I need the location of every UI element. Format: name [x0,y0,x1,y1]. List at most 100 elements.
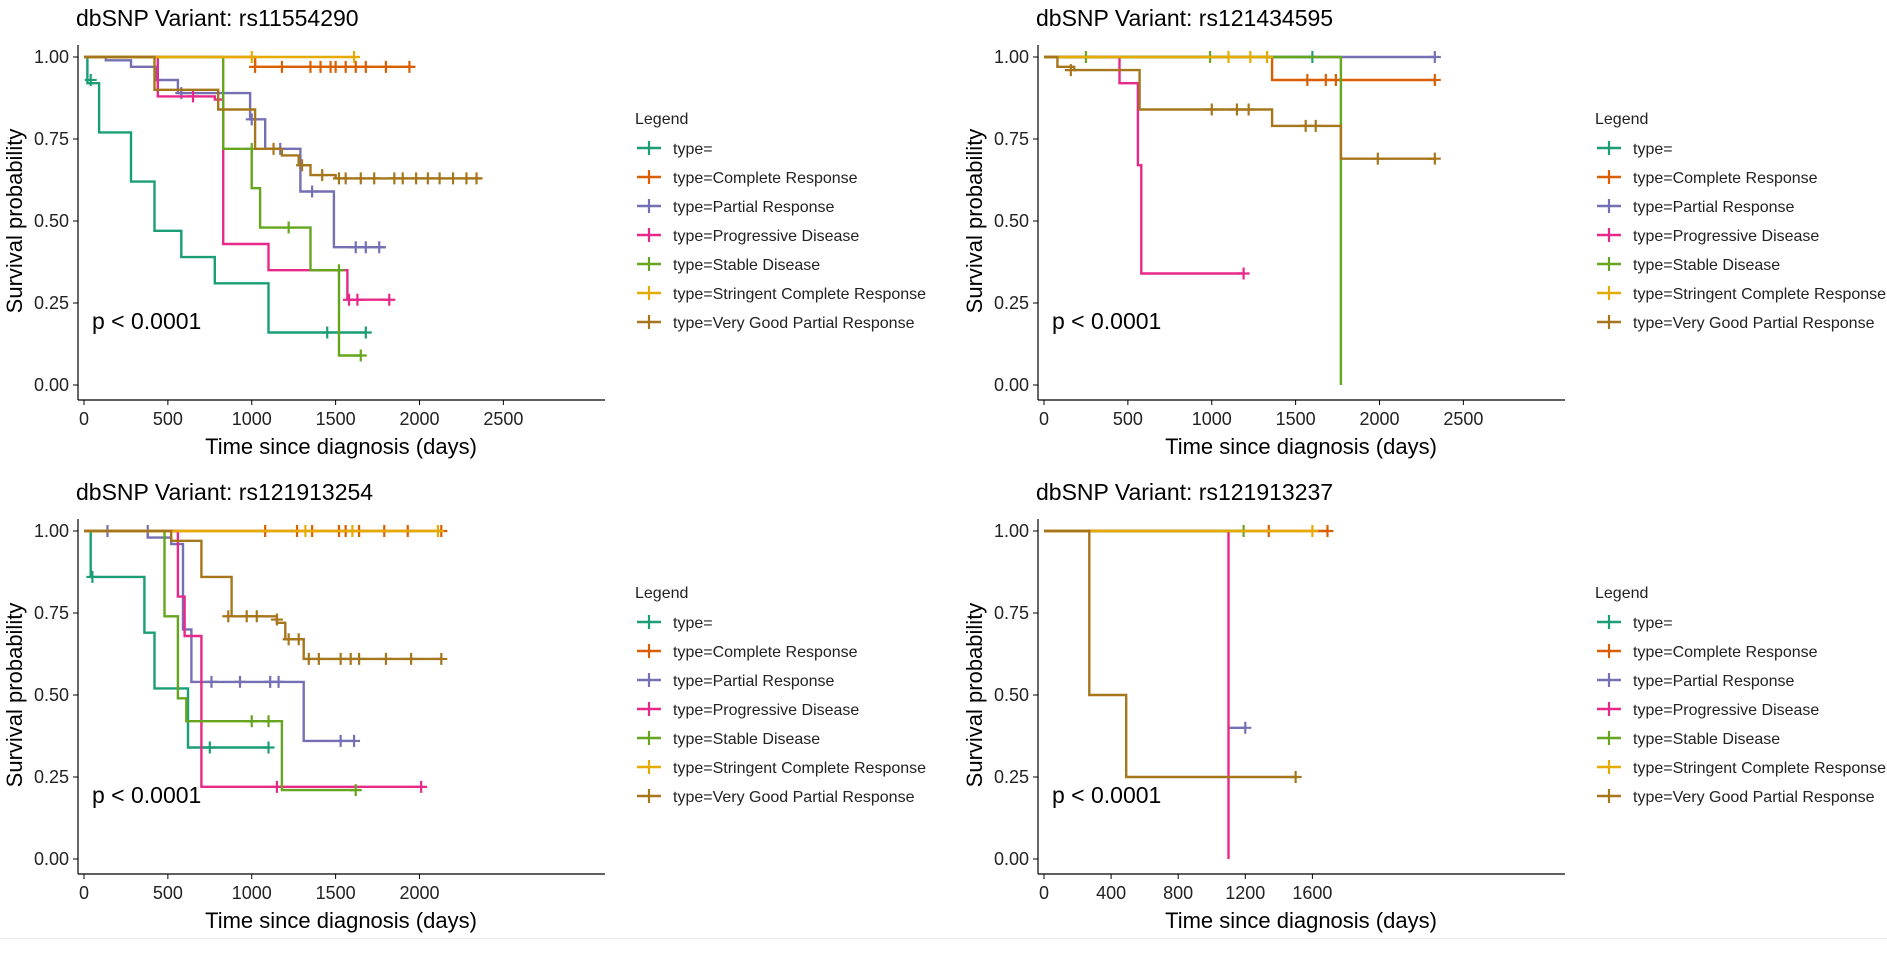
censor-mark [282,221,295,234]
x-tick-label: 500 [153,409,183,429]
legend-entry: type=Stable Disease [673,731,820,748]
censor-mark [349,241,362,254]
censor-mark [1428,152,1441,165]
censor-mark [262,715,275,728]
censor-mark [1321,525,1334,537]
y-tick-label: 0.25 [994,767,1029,787]
y-tick-label: 0.75 [34,603,69,623]
x-tick-label: 0 [79,409,89,429]
chart-panel-4: dbSNP Variant: rs121913237 0.00 0.25 0.50 0.… [962,479,1886,933]
censor-mark [339,172,352,185]
legend-entry: type=Stringent Complete Response [673,760,926,777]
censor-mark [296,159,309,172]
censor-mark [433,172,446,185]
km-curve-series-6 [1044,529,1296,779]
y-axis-label: Survival probability [962,603,987,788]
x-tick-label: 1500 [316,883,356,903]
bottom-rule [0,938,1887,939]
censor-mark [1064,64,1077,77]
legend-entry: type=Very Good Partial Response [1633,315,1875,332]
censor-mark [312,652,325,665]
y-tick-label: 0.00 [994,849,1029,869]
censor-mark [316,169,329,182]
legend-entry: type=Stringent Complete Response [1633,286,1886,303]
y-tick-label: 1.00 [34,521,69,541]
censor-mark [262,741,275,754]
y-tick-label: 0.75 [994,129,1029,149]
x-tick-label: 1600 [1292,883,1332,903]
km-curve-series-5 [84,55,361,357]
x-tick-label: 0 [1039,883,1049,903]
censor-mark [415,780,428,793]
y-tick-label: 0.25 [34,767,69,787]
y-axis-label: Survival probability [2,129,27,314]
chart-title: dbSNP Variant: rs121913254 [76,479,373,505]
km-curve-series-7 [84,55,482,180]
y-tick-label: 0.00 [994,375,1029,395]
censor-mark [249,60,262,73]
censor-mark [292,633,305,646]
censor-mark [187,90,200,103]
x-tick-label: 2000 [399,409,439,429]
chart-panel-3: dbSNP Variant: rs121913254 0.00 0.25 0.50 0.… [2,479,926,933]
y-tick-label: 0.25 [994,293,1029,313]
censor-mark [1289,771,1302,783]
legend-entry: type=Stable Disease [1633,731,1780,748]
km-curve-series-2 [1044,55,1435,82]
censor-mark [1319,73,1332,86]
x-tick-label: 1500 [316,409,356,429]
censor-mark [354,172,367,185]
censor-mark [299,525,312,537]
legend-entry: type=Progressive Disease [673,228,859,245]
censor-mark [421,172,434,185]
censor-mark [84,73,97,86]
legend-entry: type=Complete Response [1633,170,1818,187]
censor-mark [1237,267,1250,280]
censor-mark [1242,103,1255,116]
y-tick-label: 1.00 [34,47,69,67]
censor-mark [222,610,235,623]
censor-mark [435,652,448,665]
legend-title: Legend [1595,585,1648,602]
censor-mark [354,349,367,362]
legend-entry: type= [1633,615,1673,632]
x-axis-label: Time since diagnosis (days) [1165,908,1437,933]
y-tick-label: 0.50 [34,685,69,705]
x-tick-label: 1200 [1225,883,1265,903]
x-tick-label: 2000 [1359,409,1399,429]
x-tick-label: 2000 [399,883,439,903]
censor-mark [304,60,317,73]
legend-entry: type=Stringent Complete Response [1633,760,1886,777]
censor-mark [250,610,263,623]
censor-mark [1230,103,1243,116]
legend-entry: type=Complete Response [1633,644,1818,661]
censor-mark [403,60,416,73]
legend-title: Legend [635,111,688,128]
km-curve-series-3 [84,529,355,743]
censor-mark [359,60,372,73]
censor-mark [267,142,280,155]
y-tick-label: 0.25 [34,293,69,313]
legend-entry: type=Progressive Disease [1633,228,1819,245]
censor-mark [1244,51,1257,63]
km-curve-series-3 [1044,529,1230,859]
p-value-label: p < 0.0001 [92,782,201,808]
censor-mark [1299,119,1312,132]
censor-mark [1428,73,1441,86]
censor-mark [86,570,99,583]
legend-entry: type=Complete Response [673,170,858,187]
censor-mark [346,525,359,537]
x-axis-label: Time since diagnosis (days) [205,908,477,933]
censor-mark [351,293,364,306]
y-tick-label: 0.00 [34,375,69,395]
legend-entry: type=Stable Disease [1633,257,1780,274]
legend-title: Legend [1595,111,1648,128]
censor-mark [314,60,327,73]
x-tick-label: 2500 [1443,409,1483,429]
y-axis-label: Survival probability [962,129,987,314]
km-curve-series-7 [84,529,442,661]
y-tick-label: 1.00 [994,521,1029,541]
legend-entry: type=Progressive Disease [1633,702,1819,719]
x-tick-label: 500 [153,883,183,903]
km-curve-series-5 [1044,55,1343,385]
